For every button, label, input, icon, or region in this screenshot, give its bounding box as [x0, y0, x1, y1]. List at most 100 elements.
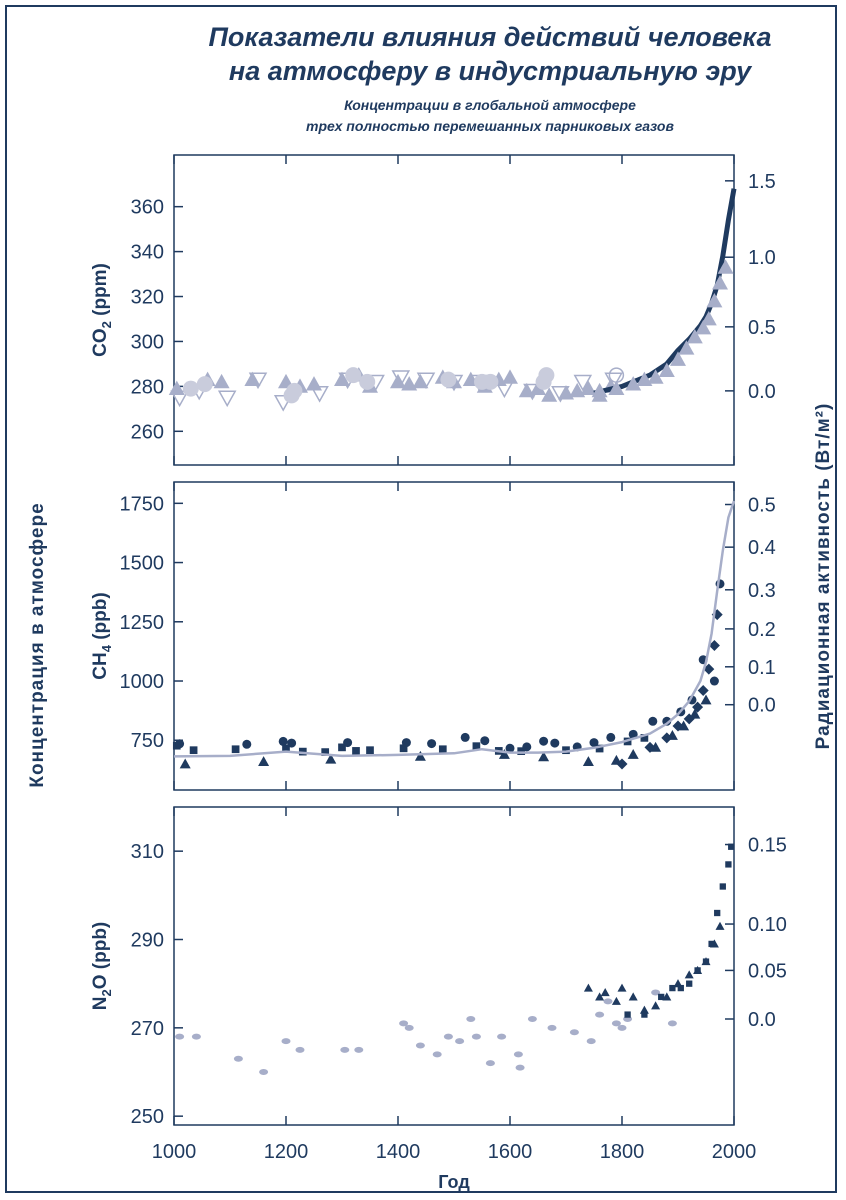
data-point-circle: [182, 380, 199, 397]
data-point-circle: [709, 676, 719, 686]
data-point-ellipse: [432, 1051, 442, 1058]
y-tick-label: 270: [131, 1018, 164, 1040]
data-point-triangle: [582, 756, 594, 766]
data-point-ellipse: [651, 989, 661, 996]
data-point-ellipse: [471, 1033, 481, 1040]
x-axis-title: Год: [438, 1172, 470, 1192]
data-point-ellipse: [513, 1051, 523, 1058]
data-point-diamond: [692, 701, 704, 713]
data-point-ellipse: [547, 1024, 557, 1031]
data-point-square: [321, 748, 330, 756]
data-point-square: [694, 967, 701, 974]
data-point-square: [189, 746, 198, 755]
right-tick-label: 0.2: [748, 619, 776, 641]
chart-frame: [5, 5, 837, 1193]
data-point-triangle: [689, 708, 701, 719]
plot-area: [173, 481, 735, 791]
data-point-circle: [286, 382, 303, 399]
data-point-square: [640, 734, 649, 742]
data-point-diamond: [708, 639, 720, 651]
data-point-square: [438, 745, 447, 754]
data-point-triangle: [658, 362, 675, 378]
data-point-circle: [175, 739, 185, 749]
data-point-square: [231, 745, 240, 754]
y-tick-label: 300: [131, 331, 164, 353]
data-point-circle: [460, 732, 470, 742]
data-point-circle: [440, 371, 457, 388]
data-point-square: [708, 940, 715, 948]
y-tick-label: 280: [131, 376, 164, 398]
data-point-circle: [505, 743, 515, 753]
data-point-ellipse: [485, 1060, 495, 1067]
data-point-circle: [648, 716, 658, 726]
y-tick-label: 260: [131, 421, 164, 443]
data-point-square: [595, 744, 604, 753]
data-point-ellipse: [404, 1024, 414, 1031]
data-point-triangle-open: [310, 385, 329, 403]
data-point-triangle: [608, 380, 625, 396]
data-point-square: [472, 742, 481, 751]
data-point-square: [562, 746, 570, 755]
data-point-square: [669, 984, 676, 992]
data-point-triangle: [706, 293, 723, 308]
data-point-square: [624, 1011, 631, 1018]
data-point-ellipse: [191, 1033, 201, 1040]
data-point-circle: [287, 738, 297, 748]
chart-subtitle-line2: трех полностью перемешанных парниковых г…: [306, 118, 674, 134]
data-point-circle: [662, 716, 672, 726]
data-point-square: [719, 883, 726, 890]
data-point-circle: [359, 373, 376, 390]
data-point-triangle-open: [391, 370, 411, 387]
data-point-square: [366, 746, 374, 755]
data-point-square: [658, 993, 665, 1001]
series-line: [593, 188, 737, 396]
y-tick-label: 1000: [120, 671, 165, 693]
data-point-triangle-open: [573, 374, 593, 392]
data-point-triangle: [325, 753, 337, 764]
data-point-triangle: [700, 694, 712, 705]
y-tick-label: 1750: [120, 493, 165, 515]
data-point-triangle-open: [170, 390, 189, 408]
data-point-triangle: [651, 1001, 661, 1010]
plot-area: [173, 806, 735, 1126]
data-point-ellipse: [415, 1042, 425, 1049]
right-tick-label: 1.5: [748, 171, 776, 193]
x-tick-label: 2000: [712, 1141, 757, 1163]
data-point-diamond: [697, 684, 709, 696]
data-point-triangle: [647, 369, 664, 384]
data-point-diamond: [661, 732, 673, 744]
data-point-circle: [427, 739, 437, 749]
data-point-ellipse: [527, 1016, 537, 1022]
data-point-triangle: [715, 921, 725, 930]
data-point-circle: [345, 367, 362, 384]
right-tick-label: 0.5: [748, 495, 776, 517]
data-point-square: [399, 744, 408, 753]
data-point-circle: [401, 738, 411, 748]
data-point-square: [725, 861, 732, 868]
data-point-ellipse: [354, 1046, 364, 1053]
left-axis-title: Концентрация в атмосфере: [27, 502, 48, 787]
y-tick-label: 290: [131, 930, 164, 952]
data-point-square: [517, 747, 526, 755]
y-tick-label: 340: [131, 242, 164, 264]
data-point-triangle: [627, 748, 639, 759]
data-point-square: [298, 747, 307, 756]
data-point-triangle: [498, 748, 510, 759]
panel-ylabel: CO2 (ppm): [90, 263, 114, 357]
data-point-circle: [480, 736, 490, 746]
data-point-triangle: [502, 369, 518, 384]
data-point-triangle: [401, 376, 418, 391]
data-point-circle: [550, 738, 560, 748]
series-line: [173, 500, 736, 758]
data-point-triangle: [617, 983, 627, 992]
panel-3: 250 270 290 310 0.15 0.10 0.05 0.0 1000 1200 1400 1…: [90, 806, 787, 1163]
right-tick-label: 0.15: [748, 835, 787, 857]
y-tick-label: 750: [131, 730, 164, 752]
data-point-triangle: [179, 758, 191, 769]
data-point-circle: [589, 738, 599, 748]
x-tick-label: 1400: [376, 1141, 421, 1163]
data-point-triangle: [628, 992, 638, 1001]
data-point-ellipse: [603, 998, 613, 1005]
data-point-triangle: [595, 992, 605, 1001]
